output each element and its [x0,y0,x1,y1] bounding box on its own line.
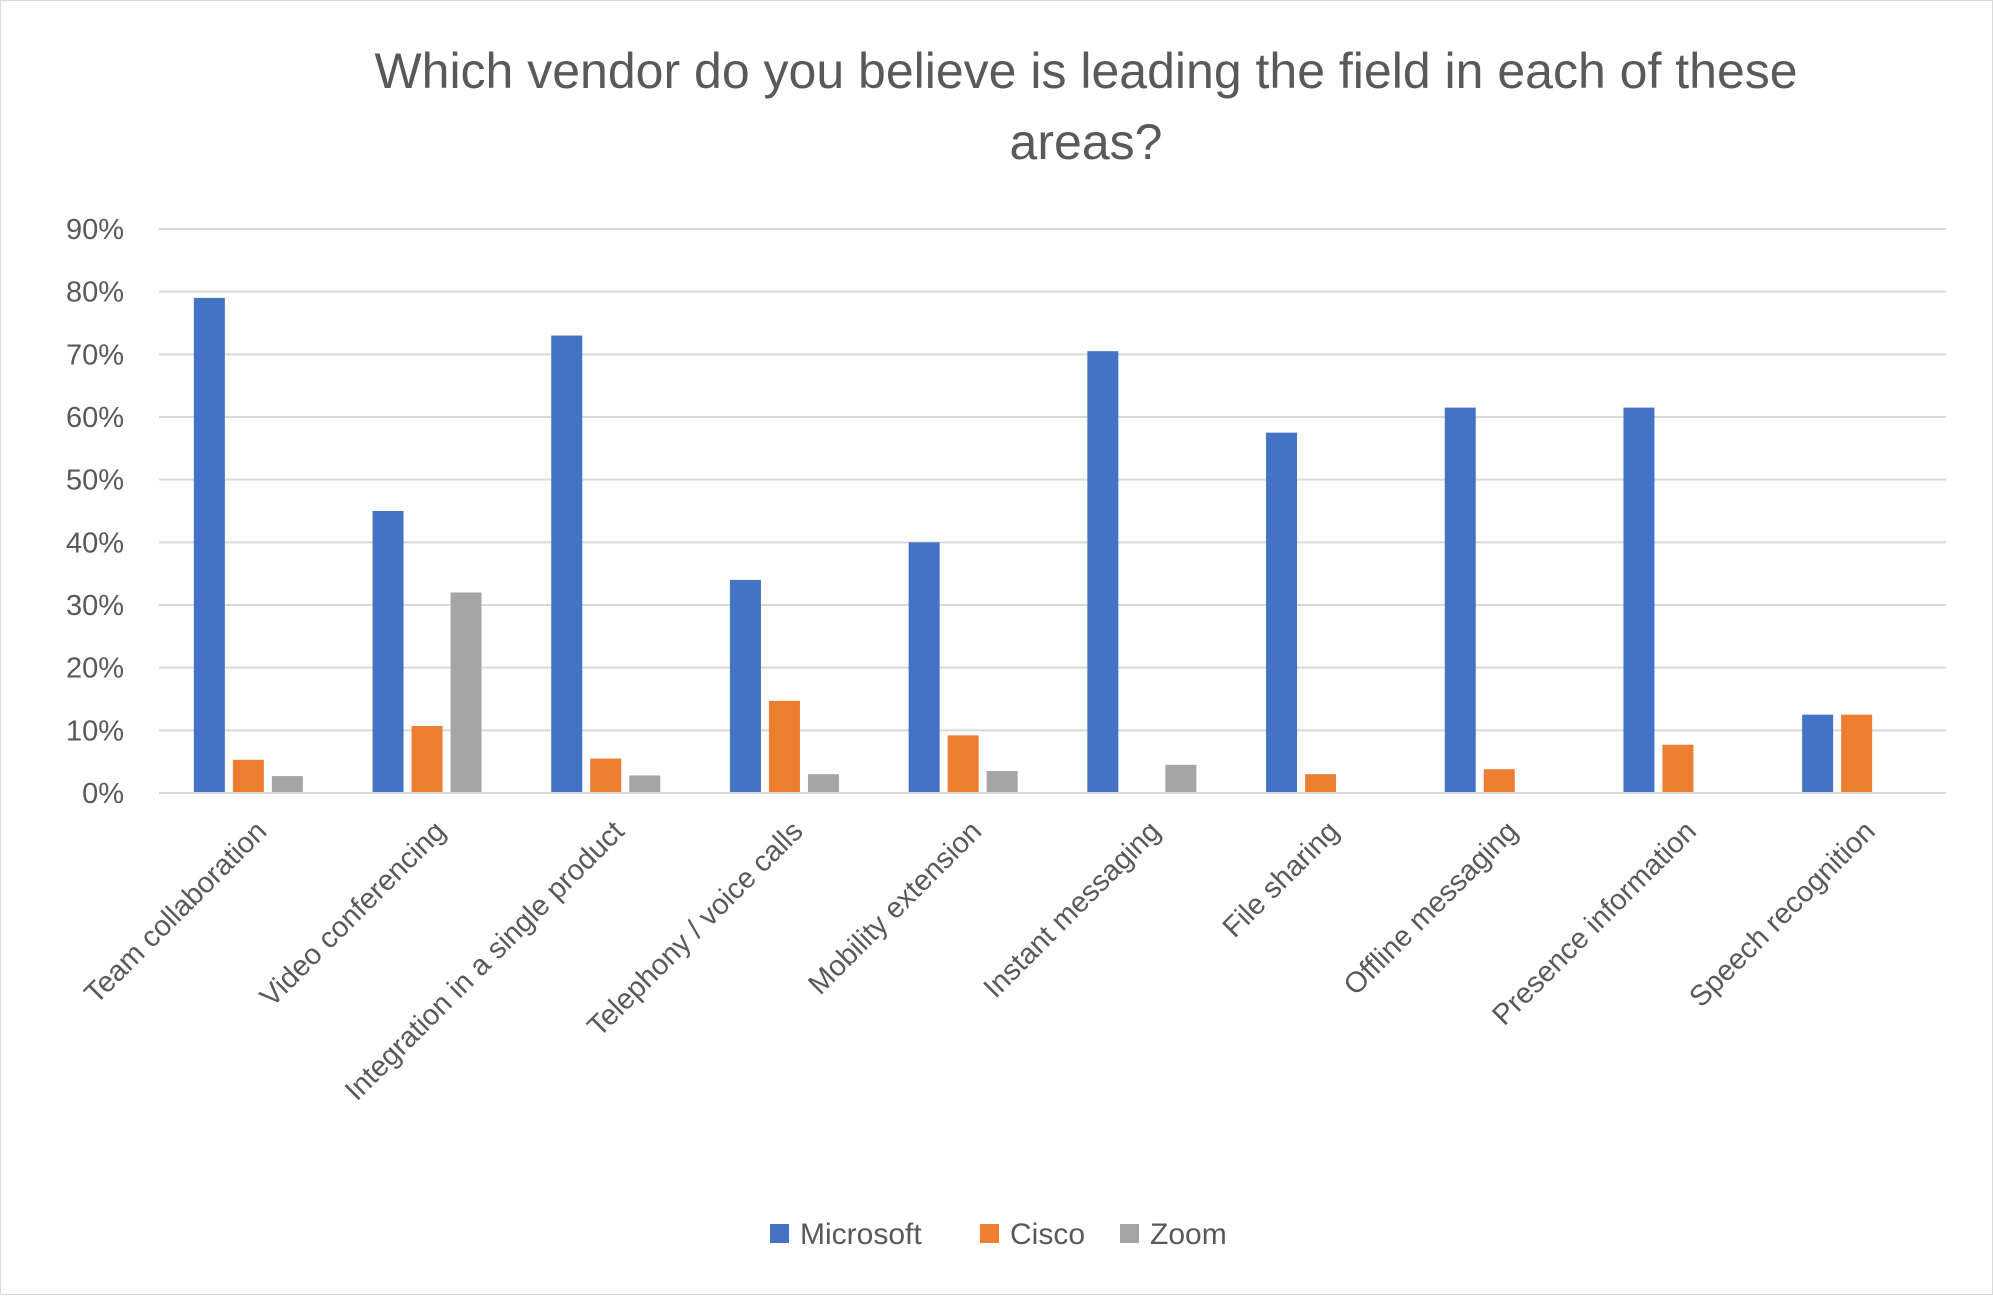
y-tick-label: 30% [66,590,124,622]
microsoft-bar [551,335,583,793]
y-tick-label: 60% [66,402,124,434]
x-tick-label: Instant messaging [978,815,1167,1004]
y-axis: 0% 10% 20% 30% 40% 50% 60% 70% 80% 90% [66,214,124,810]
microsoft-bar [1444,407,1476,793]
y-tick-label: 90% [66,214,124,246]
zoom-legend-swatch [1120,1224,1139,1243]
x-tick-label: Team collaboration [79,815,274,1010]
cisco-bar [947,735,979,793]
microsoft-bar [729,579,761,793]
y-tick-label: 0% [82,778,124,810]
cisco-bar [411,725,443,793]
cisco-bar [1841,714,1873,793]
y-tick-label: 80% [66,277,124,309]
cisco-bar [768,700,800,793]
x-tick-label: Presence information [1487,815,1703,1031]
y-tick-label: 20% [66,653,124,685]
microsoft-bar [1087,351,1119,793]
cisco-bar [1483,769,1515,793]
microsoft-legend-label: Microsoft [800,1218,922,1251]
x-tick-label: Offline messaging [1338,815,1524,1001]
x-tick-label: File sharing [1217,815,1346,944]
zoom-bar [986,771,1018,793]
cisco-bar [1305,774,1337,793]
chart-title-line: areas? [1010,114,1163,170]
zoom-bar [450,592,482,793]
x-tick-label: Integration in a single product [339,815,631,1107]
gridlines [159,228,1946,732]
microsoft-bar [1802,714,1834,793]
cisco-bar [232,759,264,793]
bars [193,297,1873,793]
microsoft-bar [372,511,404,793]
zoom-bar [1165,764,1197,793]
x-tick-label: Speech recognition [1683,815,1881,1013]
y-tick-label: 40% [66,527,124,559]
chart-title-line: Which vendor do you believe is leading t… [374,43,1797,99]
cisco-legend-swatch [980,1224,999,1243]
cisco-bar [1662,744,1694,793]
microsoft-bar [1623,407,1655,793]
zoom-bar [271,776,303,793]
y-tick-label: 70% [66,339,124,371]
zoom-legend-label: Zoom [1150,1218,1227,1251]
chart-title: Which vendor do you believe is leading t… [374,43,1797,170]
x-tick-label: Mobility extension [802,815,988,1001]
microsoft-bar [1266,432,1298,793]
microsoft-legend-swatch [770,1224,789,1243]
y-tick-label: 10% [66,715,124,747]
zoom-bar [807,774,839,793]
legend: Microsoft Cisco Zoom [770,1218,1227,1251]
microsoft-bar [908,542,940,793]
y-tick-label: 50% [66,465,124,497]
zoom-bar [629,775,661,793]
x-tick-label: Video conferencing [254,815,452,1013]
cisco-bar [590,758,622,793]
cisco-legend-label: Cisco [1010,1218,1085,1251]
microsoft-bar [193,297,225,793]
